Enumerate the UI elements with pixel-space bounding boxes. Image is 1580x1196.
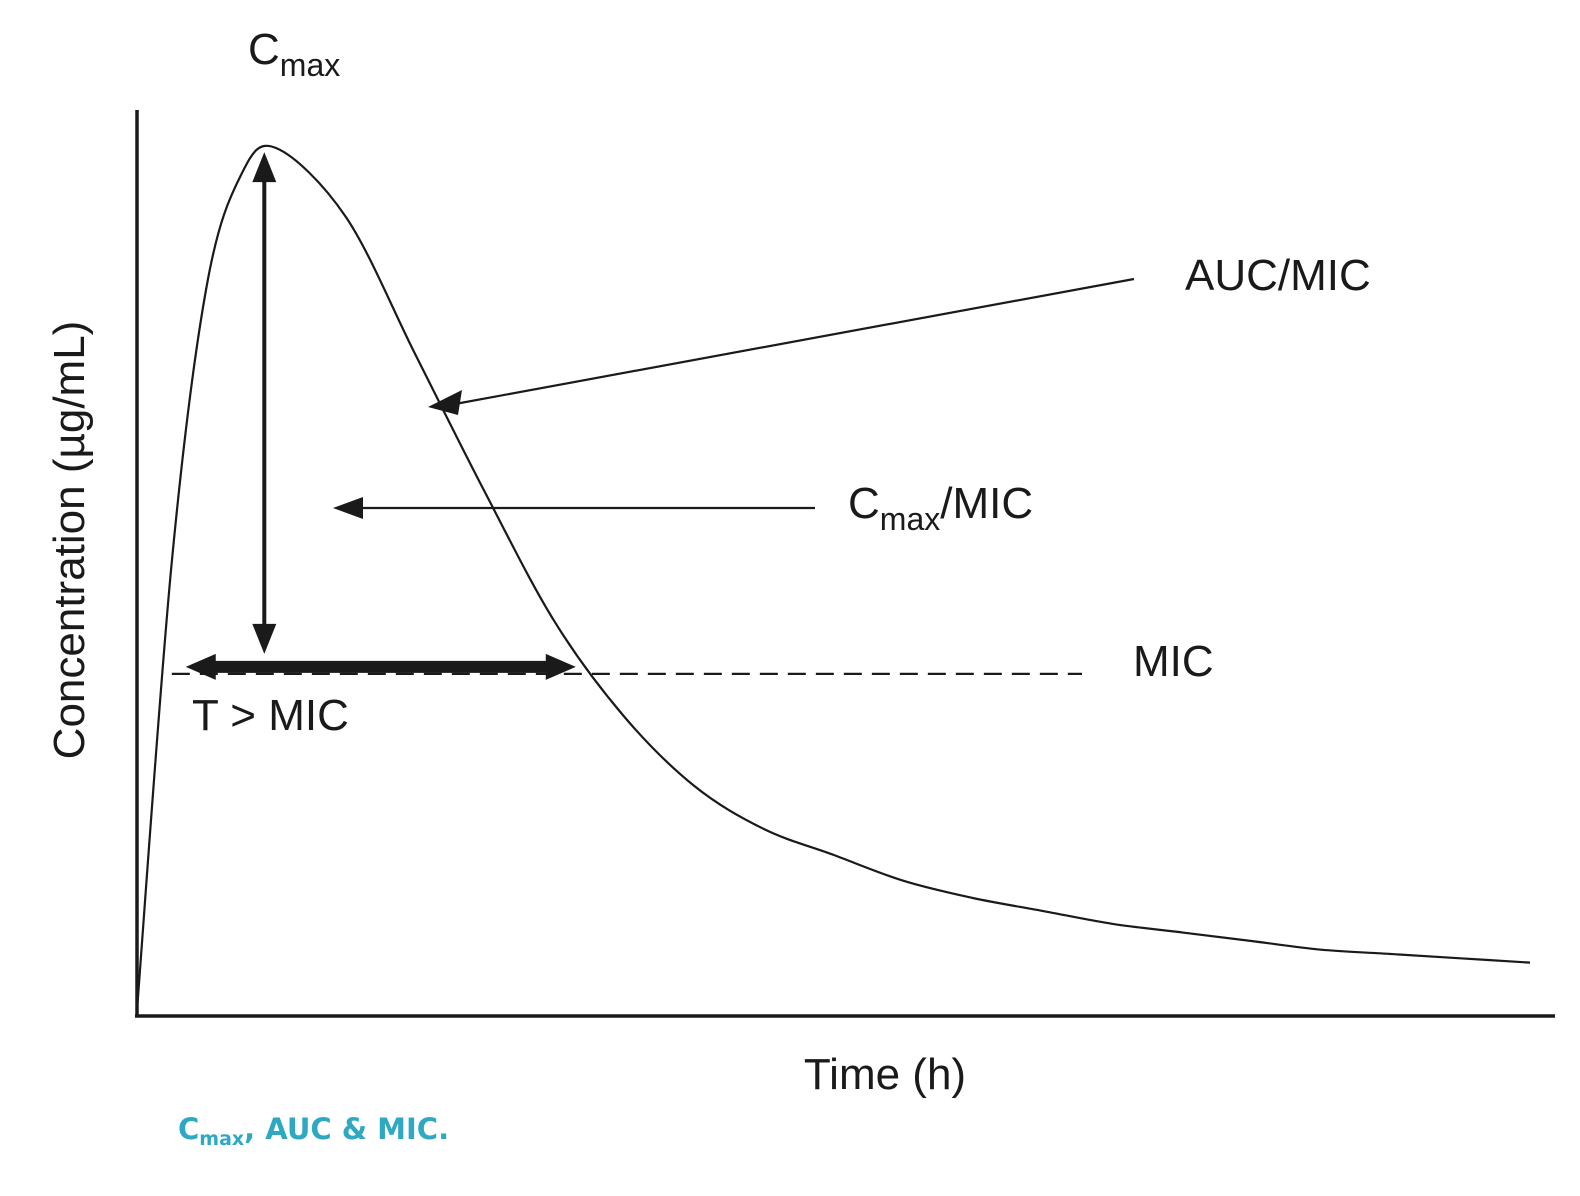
caption-rest: , AUC & MIC. <box>244 1112 450 1146</box>
auc-mic-label: AUC/MIC <box>1185 251 1371 300</box>
x-axis-label: Time (h) <box>804 1050 966 1099</box>
figure-caption: Cmax, AUC & MIC. <box>178 1112 450 1150</box>
cmax-arrowhead-bottom <box>252 623 277 654</box>
t-above-mic-label: T > MIC <box>192 691 349 740</box>
caption-base: C <box>178 1112 200 1146</box>
y-axis-label: Concentration (µg/mL) <box>45 321 94 760</box>
auc-mic-pointer-line <box>454 277 1135 406</box>
mic-label: MIC <box>1133 637 1214 686</box>
cmax-mic-pointer-head <box>333 497 363 519</box>
cmax-arrowhead-top <box>252 152 277 183</box>
caption-sub: max <box>199 1128 245 1150</box>
auc-mic-pointer-head <box>428 390 462 415</box>
cmax-mic-label: Cmax/MIC <box>848 479 1033 537</box>
t-above-mic-arrowhead-right <box>545 653 576 680</box>
cmax-label: Cmax <box>248 25 340 83</box>
t-above-mic-arrowhead-left <box>185 653 216 680</box>
concentration-curve <box>135 144 1531 1011</box>
